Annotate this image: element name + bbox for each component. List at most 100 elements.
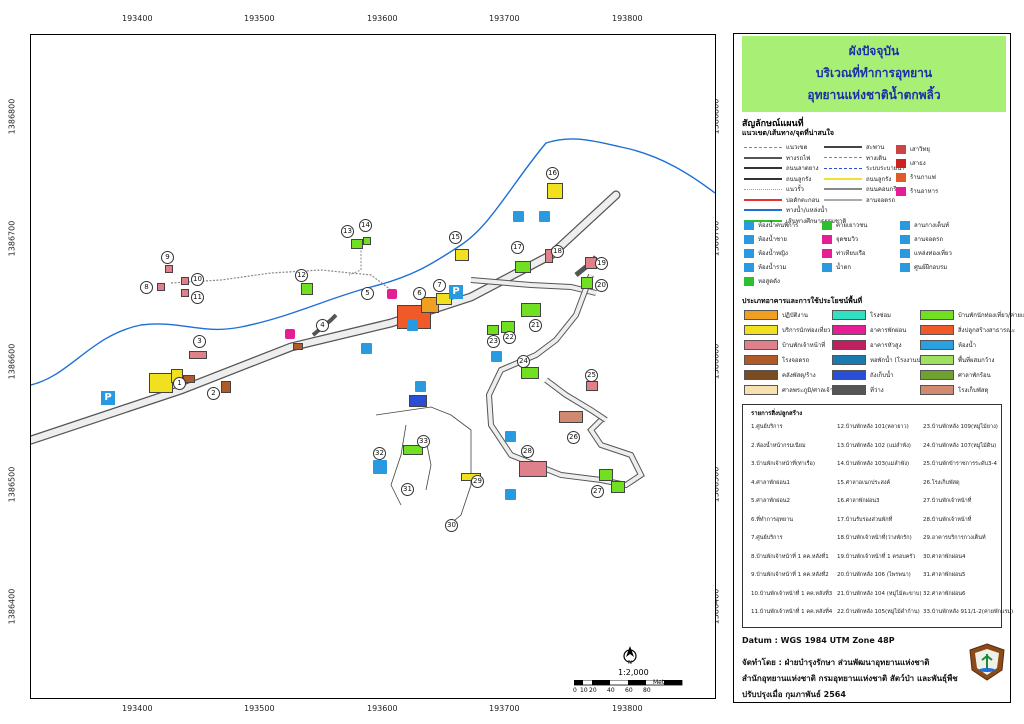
building-24[interactable]	[521, 367, 539, 379]
campsite-icon[interactable]	[373, 460, 387, 474]
poi-marker-17[interactable]: 17	[511, 241, 524, 254]
poi-marker-27[interactable]: 27	[591, 485, 604, 498]
poi-marker-25[interactable]: 25	[585, 369, 598, 382]
restaurant-icon[interactable]	[285, 329, 295, 339]
poi-marker-30[interactable]: 30	[445, 519, 458, 532]
parking-sign-west[interactable]: P	[101, 391, 115, 405]
building-type-swatch	[744, 370, 778, 380]
building-11[interactable]	[181, 289, 189, 297]
restroom-icon[interactable]	[505, 431, 516, 442]
building-28[interactable]	[519, 461, 547, 477]
building-type-label: ศาลพระภูมิ/ศาลเจ้าที่	[782, 387, 837, 394]
scale-tick-20: 20	[589, 687, 597, 694]
building-10[interactable]	[181, 277, 189, 285]
building-23[interactable]	[487, 325, 499, 335]
poi-list-item: 29.อาคารบริการกางเต็นท์	[923, 535, 986, 541]
line-legend-mid-1: ทางเดิน	[824, 153, 886, 163]
building-6b[interactable]	[421, 297, 439, 313]
building-33[interactable]	[403, 445, 423, 455]
building-27b[interactable]	[611, 481, 625, 493]
scale-unit: Meters	[653, 679, 674, 686]
building-3[interactable]	[189, 351, 207, 359]
map-frame[interactable]: P P 1 2 3 4 5 6 7 8 9 10 11 12 13 14 15 …	[30, 34, 716, 699]
building-camp[interactable]	[409, 395, 427, 407]
coord-left-1: 1386800	[7, 98, 17, 135]
building-27[interactable]	[599, 469, 613, 481]
poi-marker-22[interactable]: 22	[503, 331, 516, 344]
poi-marker-12[interactable]: 12	[295, 269, 308, 282]
building-4[interactable]	[293, 343, 303, 350]
building-9[interactable]	[165, 265, 173, 273]
poi-marker-26[interactable]: 26	[567, 431, 580, 444]
poi-list-item: 28.บ้านพักเจ้าหน้าที่	[923, 516, 972, 523]
coord-left-4: 1386500	[7, 466, 17, 503]
building-13[interactable]	[351, 239, 363, 249]
restroom-icon[interactable]	[513, 211, 524, 222]
parking-sign-center[interactable]: P	[449, 285, 463, 299]
poi-marker-18[interactable]: 18	[551, 245, 564, 258]
building-8[interactable]	[157, 283, 165, 291]
line-legend-mid-line-swatch	[824, 167, 862, 169]
poi-marker-8[interactable]: 8	[140, 281, 153, 294]
poi-marker-28[interactable]: 28	[521, 445, 534, 458]
building-type-5: ศาลพระภูมิ/ศาลเจ้าที่	[744, 385, 837, 395]
building-type-label: บริการนักท่องเที่ยว	[782, 327, 831, 334]
coord-top-3: 193600	[367, 14, 398, 23]
poi-marker-29[interactable]: 29	[471, 475, 484, 488]
poi-marker-3[interactable]: 3	[193, 335, 206, 348]
building-16[interactable]	[547, 183, 563, 199]
poi-marker-11[interactable]: 11	[191, 291, 204, 304]
restroom-icon[interactable]	[491, 351, 502, 362]
building-14[interactable]	[363, 237, 371, 245]
poi-marker-2[interactable]: 2	[207, 387, 220, 400]
poi-marker-33[interactable]: 33	[417, 435, 430, 448]
restroom-icon[interactable]	[361, 343, 372, 354]
poi-marker-10[interactable]: 10	[191, 273, 204, 286]
poi-marker-32[interactable]: 32	[373, 447, 386, 460]
poi-marker-19[interactable]: 19	[595, 257, 608, 270]
building-12[interactable]	[301, 283, 313, 295]
poi-marker-13[interactable]: 13	[341, 225, 354, 238]
poi-heading: รายการสิ่งปลูกสร้าง	[751, 410, 803, 417]
restaurant-icon[interactable]	[387, 289, 397, 299]
restroom-icon[interactable]	[505, 489, 516, 500]
poi-marker-16[interactable]: 16	[546, 167, 559, 180]
poi-marker-5[interactable]: 5	[361, 287, 374, 300]
poi-marker-20[interactable]: 20	[595, 279, 608, 292]
poi-marker-9[interactable]: 9	[161, 251, 174, 264]
building-type-9: หอพักน้ำ (โรงงานประปา)	[832, 355, 936, 365]
building-25[interactable]	[586, 381, 598, 391]
icon-legend-label: แหล่งท่องเที่ยว	[914, 250, 952, 257]
poi-marker-4[interactable]: 4	[316, 319, 329, 332]
restroom-icon[interactable]	[539, 211, 550, 222]
restroom-icon[interactable]	[415, 381, 426, 392]
building-1[interactable]	[149, 373, 173, 393]
poi-marker-6[interactable]: 6	[413, 287, 426, 300]
poi-marker-21[interactable]: 21	[529, 319, 542, 332]
icon-legend-icon	[822, 220, 832, 230]
poi-marker-31[interactable]: 31	[401, 483, 414, 496]
building-2[interactable]	[221, 381, 231, 393]
building-21[interactable]	[521, 303, 541, 317]
poi-marker-15[interactable]: 15	[449, 231, 462, 244]
building-type-heading: ประเภทอาคารและการใช้ประโยชน์พื้นที่	[742, 297, 863, 305]
poi-marker-23[interactable]: 23	[487, 335, 500, 348]
building-15[interactable]	[455, 249, 469, 261]
line-legend-mid-label: ระบบระบายน้ำ	[866, 165, 905, 172]
poi-marker-14[interactable]: 14	[359, 219, 372, 232]
coord-top-2: 193500	[244, 14, 275, 23]
building-20[interactable]	[581, 277, 593, 289]
icon-legend-icon	[822, 234, 832, 244]
poi-marker-24[interactable]: 24	[517, 355, 530, 368]
poi-marker-1[interactable]: 1	[173, 377, 186, 390]
building-17[interactable]	[515, 261, 531, 273]
icon-legend-label: ศูนย์ฝึกอบรม	[914, 264, 948, 271]
building-7[interactable]	[436, 293, 452, 305]
restroom-icon[interactable]	[407, 320, 418, 331]
line-legend-mid-0: สะพาน	[824, 142, 884, 152]
building-26[interactable]	[559, 411, 583, 423]
building-type-label: อาคารหัวสูง	[870, 342, 902, 349]
icon-legend-icon	[896, 186, 906, 196]
poi-marker-7[interactable]: 7	[433, 279, 446, 292]
icon-legend-label: ห้องน้ำรวม	[758, 264, 787, 271]
